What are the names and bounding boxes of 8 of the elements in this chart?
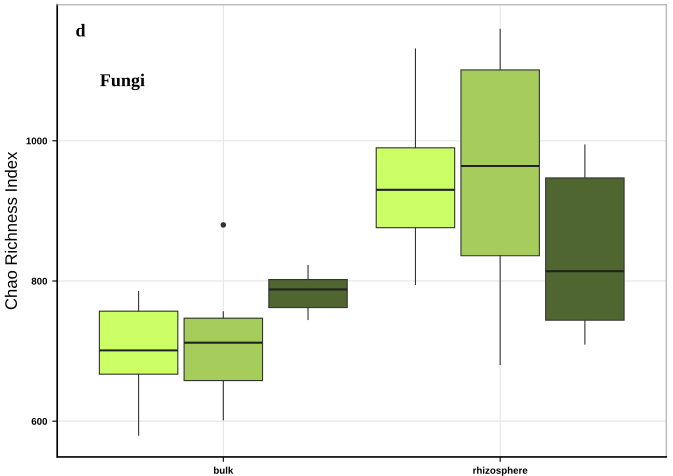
annotation: Fungi bbox=[100, 74, 145, 90]
x-tick-label: bulk bbox=[214, 466, 234, 474]
x-tick-label: rhizosphere bbox=[473, 466, 528, 476]
y-axis-title: Chao Richness Index bbox=[4, 152, 18, 310]
annotation: d bbox=[76, 24, 86, 37]
y-tick-label: 800 bbox=[32, 278, 48, 285]
y-tick-label: 1000 bbox=[26, 138, 48, 144]
y-tick-label: 600 bbox=[32, 418, 48, 425]
